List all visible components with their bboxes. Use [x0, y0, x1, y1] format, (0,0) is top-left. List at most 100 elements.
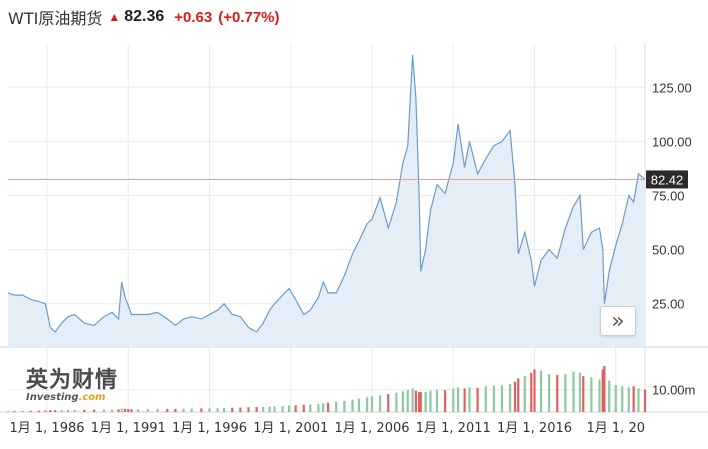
volume-bar: [216, 408, 219, 412]
volume-bar: [49, 410, 52, 412]
up-arrow-icon: ▲: [108, 10, 121, 24]
y-tick-label: 100.00: [652, 134, 692, 149]
x-tick-label: 1月 1, 20: [587, 421, 645, 436]
volume-bar: [37, 410, 40, 412]
volume-bar: [21, 410, 24, 412]
investing-logo: 英为财情 Investing.com: [26, 368, 119, 404]
volume-bar: [351, 399, 354, 412]
volume-bar: [463, 388, 466, 412]
volume-bar: [614, 385, 617, 412]
x-tick-label: 1月 1, 1986: [9, 421, 84, 436]
price-area-fill: [8, 54, 645, 348]
current-price-label-bg: [646, 170, 688, 189]
volume-bar: [517, 378, 520, 412]
volume-bar: [582, 376, 585, 412]
double-chevron-right-icon: »: [611, 308, 625, 334]
volume-bar: [468, 387, 471, 412]
volume-bar: [67, 409, 70, 412]
scroll-to-latest-button[interactable]: »: [600, 306, 636, 336]
volume-bar: [572, 371, 575, 412]
logo-sub-name: Investing: [26, 392, 79, 403]
volume-bar: [406, 390, 409, 412]
volume-bar: [294, 405, 297, 412]
x-tick-label: 1月 1, 2006: [334, 421, 409, 436]
x-tick-label: 1月 1, 2011: [416, 421, 491, 436]
volume-bar: [73, 409, 76, 412]
volume-bar: [54, 410, 57, 412]
current-price-label: 82.42: [651, 172, 684, 187]
volume-bar: [601, 369, 604, 412]
volume-bar: [83, 409, 86, 412]
volume-bar: [411, 388, 414, 412]
volume-bar: [492, 385, 495, 412]
volume-bar: [223, 407, 226, 412]
volume-bar: [166, 408, 169, 412]
price-line: [7, 54, 646, 333]
volume-bar: [500, 385, 504, 412]
volume-bar: [302, 404, 305, 412]
volume-bar: [247, 407, 250, 412]
volume-bar: [637, 388, 640, 412]
volume-bar: [123, 408, 127, 412]
y-tick-label: 75.00: [652, 189, 685, 204]
volume-bar: [643, 389, 647, 412]
volume-bar: [136, 409, 140, 412]
volume-bar: [255, 407, 258, 412]
volume-bar: [533, 369, 536, 412]
volume-bar: [110, 409, 114, 412]
volume-bar: [29, 410, 32, 412]
volume-bar: [452, 388, 455, 412]
volume-bar: [513, 381, 517, 412]
volume-bar: [208, 408, 211, 412]
logo-sub-suffix: .com: [78, 392, 106, 403]
volume-bar: [262, 406, 265, 412]
last-price: 82.36: [124, 8, 165, 25]
volume-bar: [343, 400, 346, 412]
volume-bar: [603, 366, 606, 412]
volume-bar: [435, 389, 439, 412]
volume-bar: [444, 390, 447, 412]
volume-bar: [182, 408, 185, 412]
volume-bar: [273, 406, 276, 412]
volume-bar: [564, 373, 567, 412]
volume-bar: [156, 409, 159, 412]
volume-bar: [288, 405, 291, 412]
volume-bar: [608, 380, 611, 412]
volume-bar: [317, 403, 320, 412]
volume-bar: [309, 404, 312, 412]
price-chart[interactable]: 25.00 50.00 75.00 100.00 125.00 82.42 10.00m 1月…: [0, 38, 708, 449]
x-tick-label: 1月 1, 1996: [172, 421, 247, 436]
volume-bar: [327, 402, 330, 412]
volume-bar: [539, 370, 543, 412]
logo-subtext: Investing.com: [26, 392, 118, 403]
volume-bar: [130, 409, 133, 412]
volume-bar: [335, 401, 338, 412]
volume-bar: [379, 395, 382, 412]
volume-bar: [387, 394, 390, 412]
y-tick-label: 125.00: [652, 80, 692, 95]
price-change-percent: (+0.77%): [218, 8, 280, 26]
volume-bar: [366, 397, 369, 412]
volume-bar: [418, 391, 421, 412]
volume-bar: [93, 409, 96, 412]
volume-bar: [484, 386, 487, 412]
volume-bar: [578, 372, 582, 412]
y-tick-label: 25.00: [652, 297, 685, 312]
volume-bar: [239, 407, 242, 412]
volume-bar: [13, 411, 16, 412]
volume-bar: [548, 373, 551, 412]
volume-bar: [120, 408, 123, 412]
logo-wordmark: 英为财情: [26, 368, 119, 393]
volume-bar: [598, 379, 601, 412]
volume-bar: [523, 376, 526, 412]
volume-bar: [401, 391, 404, 412]
volume-bar: [590, 377, 593, 412]
volume-bar: [174, 408, 177, 412]
x-tick-label: 1月 1, 2016: [497, 421, 572, 436]
price-change: +0.63: [174, 8, 213, 26]
volume-bar: [268, 406, 271, 412]
volume-bar: [457, 387, 460, 412]
volume-bar: [231, 407, 234, 412]
volume-bar: [146, 409, 149, 412]
volume-bar: [429, 390, 432, 412]
